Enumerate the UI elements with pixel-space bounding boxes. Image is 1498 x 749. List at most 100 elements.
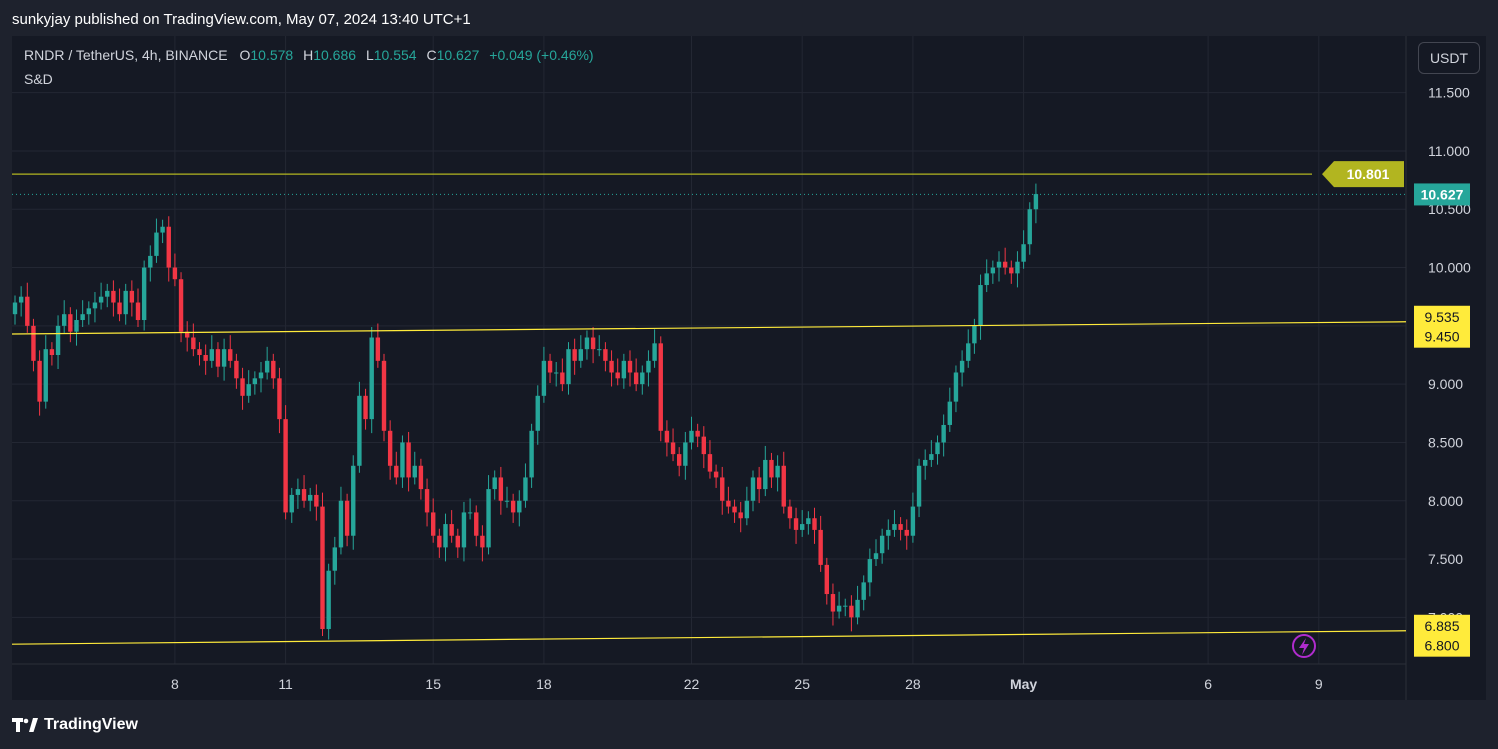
candle-body (843, 605, 848, 607)
candle-body (166, 226, 171, 268)
indicator-label[interactable]: S&D (24, 71, 53, 87)
candle-body (449, 524, 454, 536)
candle-body (443, 524, 448, 548)
candle-body (314, 494, 319, 507)
candle-body (695, 430, 700, 437)
candle-body (726, 500, 731, 507)
publish-header: sunkyjay published on TradingView.com, M… (12, 11, 471, 28)
candle-body (431, 512, 436, 536)
candle-body (1002, 261, 1008, 268)
currency-button[interactable]: USDT (1418, 42, 1480, 74)
candle-body (228, 349, 233, 361)
candle-body (972, 325, 977, 344)
candle-body (652, 343, 657, 361)
candle-body (904, 529, 909, 536)
candle-body (572, 349, 577, 361)
low-label: L (365, 47, 374, 63)
candle-body (720, 477, 725, 501)
candle-body (836, 605, 842, 612)
candle-body (867, 559, 873, 583)
candle-body (504, 500, 510, 502)
candle-body (615, 372, 620, 379)
x-tick-label: 18 (536, 676, 552, 692)
candle-body (43, 349, 48, 402)
candle-body (800, 524, 805, 530)
candle-body (633, 372, 639, 385)
candle-body (990, 267, 996, 274)
candle-body (486, 489, 491, 548)
x-tick-label: 9 (1315, 676, 1323, 692)
candle-body (597, 349, 602, 351)
candle-body (953, 372, 959, 402)
candle-body (498, 477, 504, 501)
x-tick-label: 8 (171, 676, 179, 692)
candle-body (806, 518, 811, 525)
candle-body (86, 308, 91, 315)
candle-body (584, 337, 590, 350)
candle-body (523, 477, 528, 501)
y-tick-label: 8.500 (1428, 434, 1463, 450)
lightning-icon[interactable] (1292, 634, 1316, 658)
candle-body (80, 314, 85, 321)
tradingview-logo[interactable]: TradingView (12, 716, 138, 734)
candle-body (308, 494, 313, 501)
candle-body (1027, 209, 1032, 245)
trendline-label: 9.535 (1424, 309, 1459, 325)
candle-body (295, 489, 301, 495)
candle-body (744, 500, 750, 519)
candle-body (510, 500, 516, 513)
trendline (12, 321, 1407, 335)
candle-body (910, 506, 916, 536)
candle-body (923, 459, 928, 466)
candle-body (959, 360, 965, 373)
candle-body (535, 395, 540, 431)
candle-body (541, 360, 547, 396)
price-chart[interactable]: 7.0007.5008.0008.5009.0009.50010.00010.5… (12, 36, 1486, 700)
current-price-label: 10.627 (1421, 186, 1464, 202)
candle-body (215, 349, 221, 367)
chart-frame[interactable]: 7.0007.5008.0008.5009.0009.50010.00010.5… (12, 36, 1486, 700)
candle-body (640, 372, 645, 385)
candle-body (547, 360, 553, 373)
y-tick-label: 7.500 (1428, 551, 1463, 567)
lightning-icon-ring (1292, 634, 1316, 658)
candle-body (560, 372, 565, 385)
candle-body (670, 442, 676, 455)
candle-body (627, 360, 633, 373)
candle-body (12, 302, 18, 315)
candle-body (338, 500, 344, 548)
x-tick-label: 11 (278, 676, 293, 692)
candle-body (185, 331, 190, 338)
candle-body (129, 290, 135, 303)
candle-body (18, 296, 24, 303)
trendline-label: 6.800 (1424, 638, 1459, 654)
candle-body (701, 436, 706, 455)
candle-body (351, 465, 356, 536)
lightning-icon-bolt (1299, 638, 1309, 655)
candle-body (455, 535, 460, 548)
candle-body (98, 296, 104, 303)
candle-body (683, 442, 688, 466)
candle-body (658, 343, 663, 431)
y-tick-label: 8.000 (1428, 493, 1463, 509)
candle-body (1009, 267, 1014, 274)
y-tick-label: 10.000 (1428, 260, 1471, 276)
candle-body (769, 459, 774, 478)
low-value: 10.554 (373, 47, 417, 63)
candle-body (886, 529, 891, 536)
candle-body (529, 430, 534, 478)
candle-body (381, 360, 387, 431)
candle-body (357, 395, 362, 466)
candle-body (135, 302, 141, 321)
symbol-name[interactable]: RNDR / TetherUS, 4h, BINANCE (24, 47, 228, 63)
candle-body (707, 454, 713, 472)
candle-body (271, 360, 276, 379)
candle-body (1021, 244, 1026, 262)
candle-body (732, 506, 737, 513)
candles (12, 183, 1039, 640)
candle-body (252, 378, 258, 385)
trendline (12, 630, 1407, 645)
candle-body (412, 465, 417, 478)
x-tick-label: 22 (684, 676, 700, 692)
candle-body (689, 430, 694, 443)
